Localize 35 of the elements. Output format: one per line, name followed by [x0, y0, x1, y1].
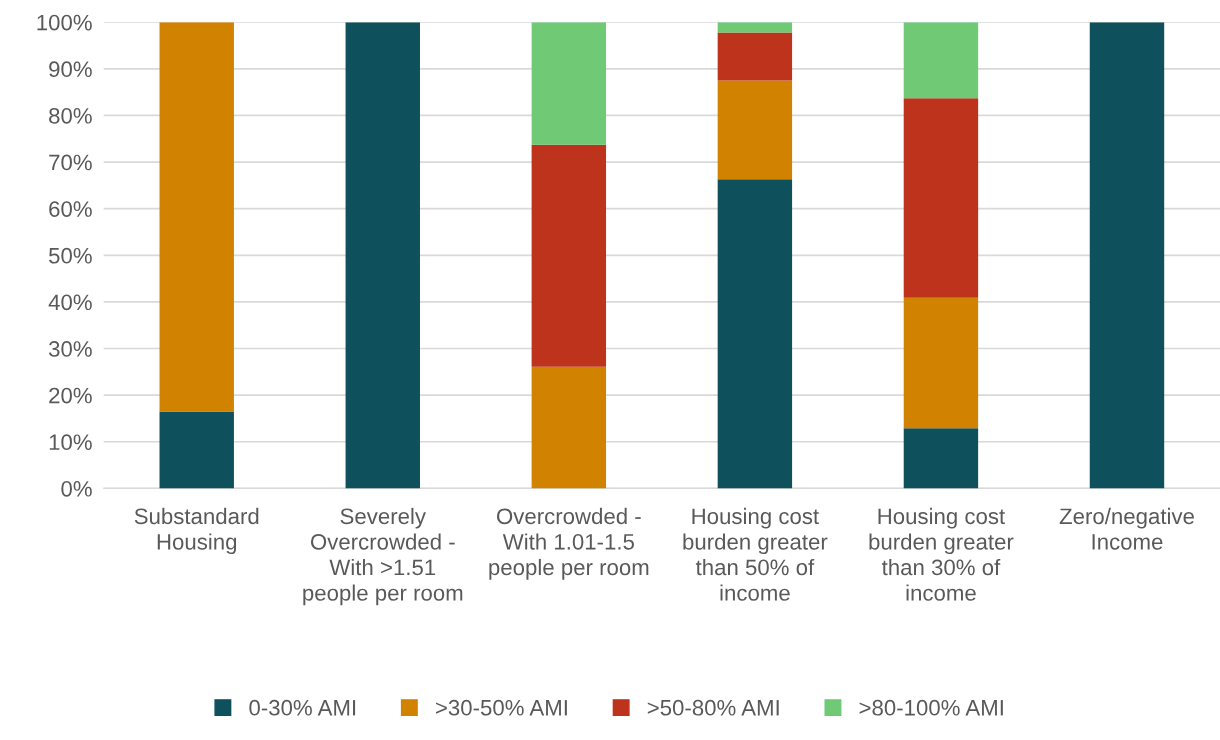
legend-label: >30-50% AMI	[436, 699, 567, 716]
y-tick-label: 30%	[48, 341, 92, 357]
bar	[531, 22, 607, 145]
x-tick-label: Zero/negative Income	[1059, 507, 1194, 550]
bar	[717, 32, 793, 81]
y-tick-label: 50%	[49, 247, 92, 264]
bar	[159, 411, 234, 489]
y-tick-label: 0%	[61, 480, 92, 497]
bar	[903, 22, 979, 99]
y-tick-label: 100%	[37, 14, 92, 31]
bar	[531, 366, 607, 489]
bar	[531, 144, 607, 367]
bar	[903, 297, 979, 429]
bar	[1089, 22, 1165, 489]
bar	[159, 22, 234, 412]
bar	[717, 80, 793, 180]
bar	[903, 428, 979, 489]
y-tick-label: 20%	[49, 387, 92, 404]
y-tick-label: 40%	[48, 294, 92, 311]
x-tick-label: Overcrowded - With 1.01-1.5 people per room	[489, 507, 649, 580]
bar	[345, 22, 420, 489]
y-tick-label: 80%	[49, 107, 92, 124]
legend-label: 0-30% AMI	[249, 699, 356, 716]
y-tick-label: 10%	[49, 434, 92, 451]
legend-label: >50-80% AMI	[647, 699, 779, 716]
y-tick-label: 90%	[49, 61, 92, 78]
legend-label: >80-100% AMI	[859, 699, 1003, 716]
x-tick-label: Severely Overcrowded - With >1.51 people per room	[303, 507, 463, 606]
x-tick-label: Substandard Housing	[134, 507, 259, 555]
y-tick-label: 70%	[49, 154, 92, 171]
x-tick-label: Housing cost burden greater than 30% of income	[869, 507, 1014, 601]
y-tick-label: 60%	[49, 201, 92, 217]
bar	[717, 179, 793, 489]
x-tick-label: Housing cost burden greater than 50% of income	[683, 507, 828, 601]
bar	[903, 98, 979, 298]
